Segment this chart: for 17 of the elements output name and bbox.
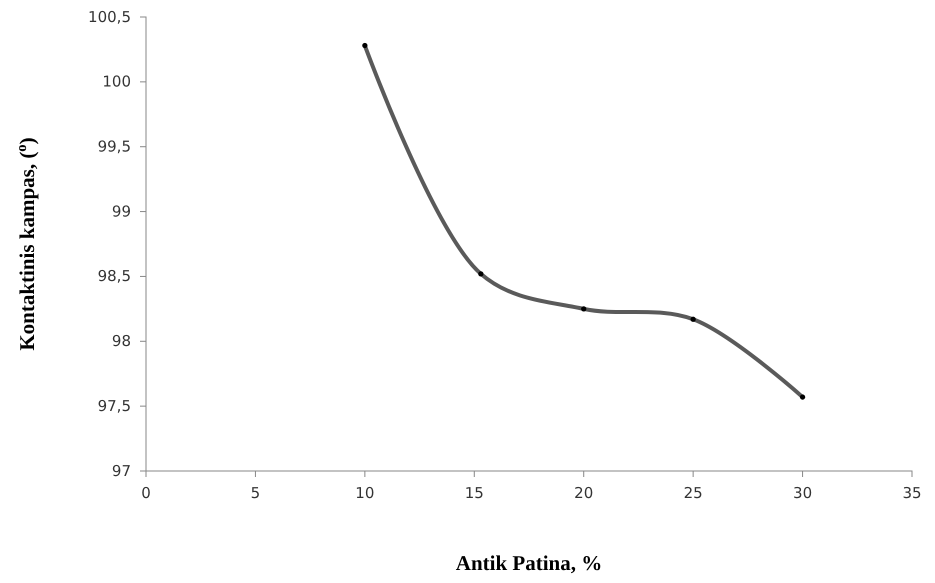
x-tick-label: 25 [684,484,703,502]
y-tick-label: 97,5 [98,396,131,415]
x-tick-label: 0 [141,484,151,502]
y-tick-label: 98 [112,332,131,350]
x-tick-label: 20 [574,484,594,502]
y-tick-label: 99 [112,202,131,220]
y-tick-label: 100,5 [88,8,131,26]
y-tick-label: 97 [112,462,131,480]
x-tick-label: 10 [355,484,374,502]
x-tick-label: 5 [250,484,260,502]
x-axis-title: Antik Patina, % [456,551,602,575]
x-tick-label: 35 [902,484,922,502]
y-tick-label: 100 [102,72,131,91]
y-tick-label: 99,5 [98,138,131,156]
x-tick-label: 30 [793,484,812,502]
y-tick-label: 98,5 [98,267,131,286]
x-tick-label: 15 [464,484,484,502]
